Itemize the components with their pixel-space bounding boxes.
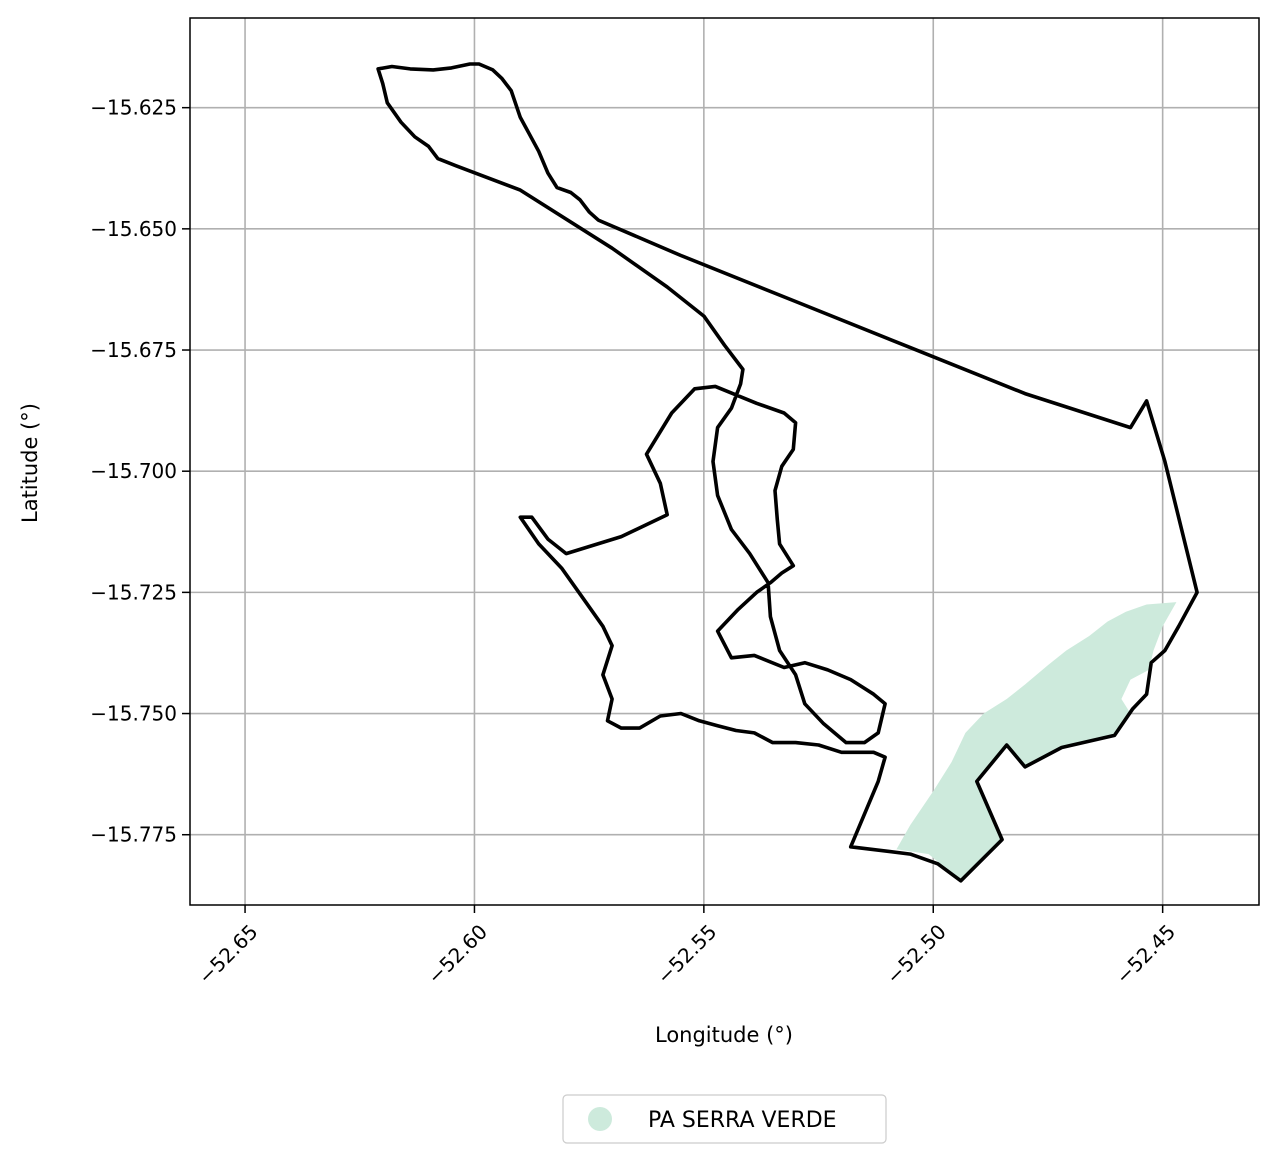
plot-frame [189, 17, 1260, 906]
boundary-layer [376, 62, 1199, 883]
grid-lines [190, 18, 1259, 905]
protected-area-polygon [896, 602, 1177, 881]
y-tick-label: −15.675 [90, 338, 177, 362]
y-axis-label: Latitude (°) [18, 403, 42, 523]
legend-label: PA SERRA VERDE [648, 1108, 837, 1133]
x-axis-label: Longitude (°) [655, 1023, 793, 1047]
y-tick-label: −15.775 [90, 823, 177, 847]
y-axis-ticks: −15.625 −15.650 −15.675 −15.700 −15.725 −15.7… [90, 96, 190, 847]
y-tick-label: −15.625 [90, 96, 177, 120]
y-tick-label: −15.700 [90, 459, 177, 483]
y-tick-label: −15.650 [90, 217, 177, 241]
protected-area-layer [896, 602, 1177, 881]
y-tick-label: −15.750 [90, 702, 177, 726]
municipality-boundary [376, 62, 1199, 883]
y-tick-label: −15.725 [90, 580, 177, 604]
legend-box [562, 1094, 887, 1144]
legend-marker-icon [588, 1107, 612, 1131]
legend: PA SERRA VERDE [562, 1094, 887, 1144]
